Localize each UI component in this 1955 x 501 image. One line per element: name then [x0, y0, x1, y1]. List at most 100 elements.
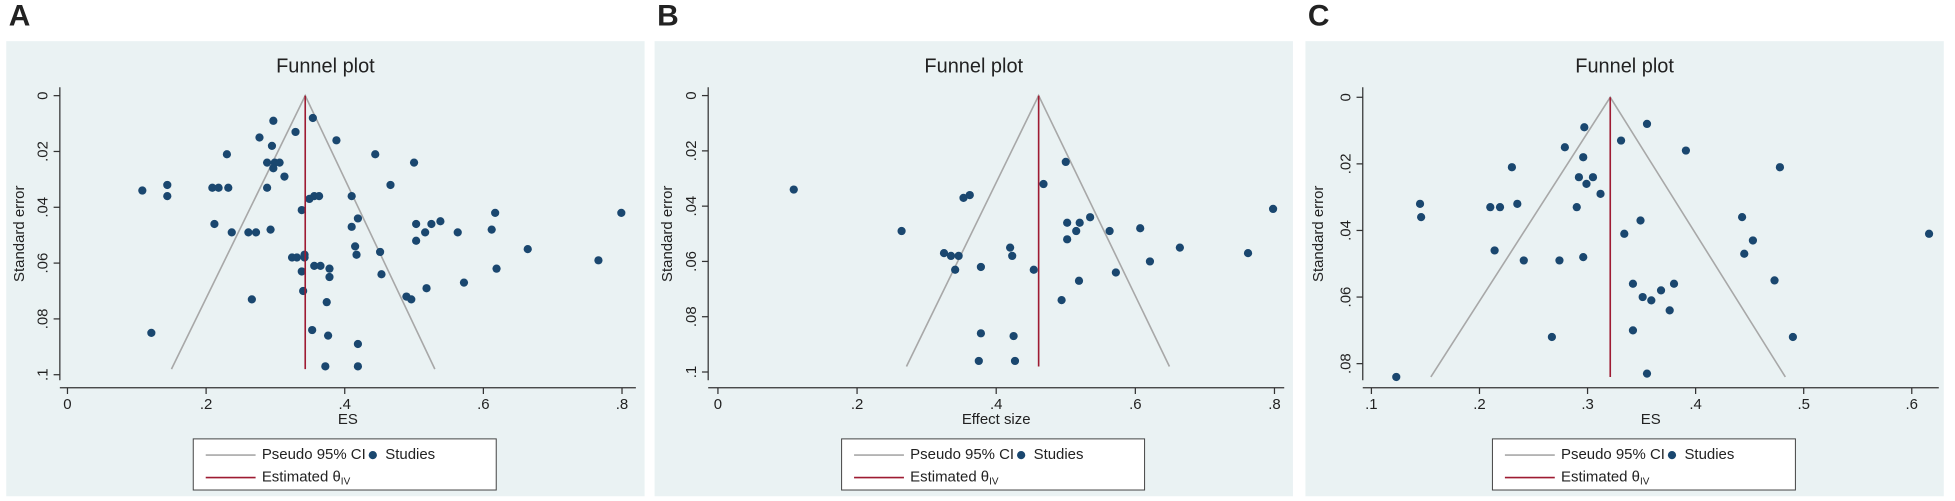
study-point [1636, 216, 1645, 225]
study-point [1740, 249, 1749, 258]
y-tick-label: .02 [35, 141, 52, 162]
study-point [491, 208, 500, 217]
study-point [305, 194, 314, 204]
study-point [1105, 226, 1114, 236]
study-point [421, 228, 430, 237]
y-tick-label: .02 [1338, 153, 1355, 174]
study-point [297, 267, 306, 276]
study-point [323, 331, 333, 340]
y-tick-label: 0 [35, 91, 52, 99]
y-tick-label: .1 [35, 368, 52, 380]
x-tick-label: .4 [1689, 396, 1701, 413]
x-tick-label: .1 [1365, 396, 1377, 413]
panel-label: C [1308, 0, 1330, 32]
legend-label: Studies [1684, 446, 1734, 463]
study-point [1243, 249, 1253, 258]
study-point [1490, 246, 1499, 255]
study-point [789, 185, 798, 194]
study-point [412, 236, 421, 245]
legend-label: Pseudo 95% CI [910, 446, 1014, 463]
study-point [351, 242, 360, 251]
study-point [292, 253, 302, 262]
study-point [1616, 136, 1626, 145]
study-point [959, 193, 968, 202]
study-point [1924, 229, 1934, 238]
legend-name: Pseudo 95% CI [1561, 446, 1665, 463]
y-tick-label: .04 [683, 196, 700, 217]
study-point [1642, 119, 1652, 129]
study-point [1582, 179, 1591, 188]
study-point [1560, 143, 1569, 152]
x-tick-label: 0 [714, 396, 722, 413]
study-point [1513, 199, 1522, 208]
study-point [308, 325, 317, 335]
x-tick-label: .4 [990, 396, 1002, 413]
study-point [1596, 189, 1605, 198]
y-tick-label: .06 [1338, 287, 1355, 308]
x-tick-label: .6 [1906, 396, 1918, 413]
x-tick-label: 0 [63, 396, 71, 413]
study-point [1486, 203, 1495, 212]
study-point [1775, 163, 1785, 172]
y-tick-label: .04 [1338, 220, 1355, 241]
study-point [251, 228, 261, 237]
study-point [314, 192, 324, 201]
study-point [244, 228, 253, 237]
x-tick-label: .6 [1129, 396, 1141, 413]
legend-box [1491, 438, 1796, 491]
study-point [427, 219, 436, 229]
study-point [255, 133, 264, 142]
legend-label: Pseudo 95% CI [1561, 446, 1665, 463]
study-point [1579, 252, 1588, 262]
study-point [1136, 224, 1145, 233]
study-point [594, 256, 603, 265]
study-point [1175, 243, 1184, 252]
study-point [269, 164, 278, 173]
study-point [965, 190, 974, 200]
legend-name: Estimated θ [262, 468, 341, 485]
study-point [1681, 146, 1691, 155]
study-point [325, 264, 334, 273]
x-tick-label: .6 [477, 396, 489, 413]
chart-title: Funnel plot [1575, 56, 1674, 78]
legend-swatch [1017, 450, 1026, 460]
study-point [1547, 332, 1557, 342]
study-point [1072, 226, 1081, 236]
study-point [617, 208, 626, 217]
study-point [409, 158, 419, 167]
study-point [412, 219, 421, 229]
legend-label: Estimated θIV [910, 468, 999, 486]
study-point [1737, 213, 1747, 222]
study-point [1574, 173, 1584, 182]
x-tick-label: .8 [1268, 396, 1280, 413]
chart-title: Funnel plot [276, 56, 375, 78]
study-point [487, 225, 496, 234]
study-point [1656, 286, 1666, 295]
study-point [1588, 173, 1598, 182]
study-point [1638, 292, 1647, 302]
study-point [1392, 372, 1401, 382]
study-point [1507, 163, 1517, 172]
legend-label: Estimated θIV [262, 468, 351, 486]
x-tick-label: .4 [338, 396, 350, 413]
study-point [353, 339, 363, 349]
study-point [407, 295, 416, 304]
y-tick-label: .1 [683, 366, 700, 378]
legend-subscript: IV [341, 476, 351, 487]
legend-label: Studies [1034, 446, 1084, 463]
legend-box [841, 438, 1146, 491]
study-point [1086, 213, 1095, 222]
study-point [1770, 276, 1779, 285]
study-point [1009, 331, 1018, 341]
study-point [974, 356, 983, 366]
study-point [1010, 356, 1020, 366]
study-point [951, 265, 960, 274]
study-point [1006, 243, 1015, 252]
study-point [1620, 229, 1629, 238]
study-point [227, 228, 236, 237]
study-point [492, 264, 501, 273]
y-tick-label: .08 [35, 309, 52, 330]
legend-swatch [368, 450, 377, 460]
study-point [163, 180, 172, 190]
legend-name: Studies [1684, 446, 1734, 463]
